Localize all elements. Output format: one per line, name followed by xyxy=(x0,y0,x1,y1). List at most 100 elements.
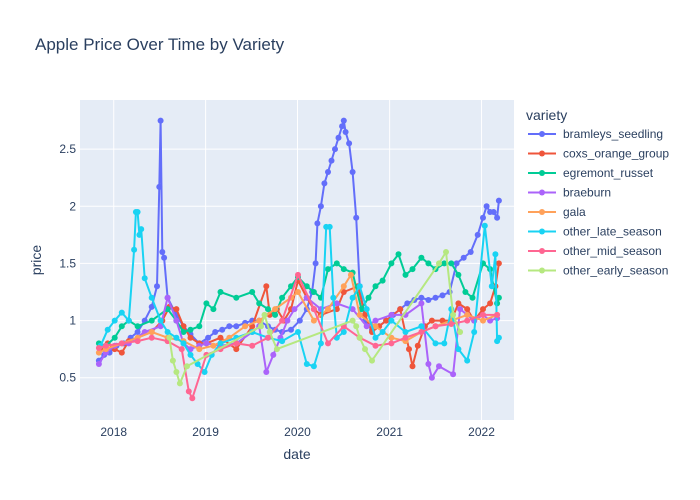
data-point xyxy=(494,214,501,221)
data-point xyxy=(358,306,365,313)
data-point xyxy=(404,300,411,307)
data-point xyxy=(102,342,109,349)
data-point xyxy=(332,146,338,153)
data-point xyxy=(265,306,271,313)
data-point xyxy=(494,311,501,318)
data-point xyxy=(455,271,462,278)
legend-label: braeburn xyxy=(563,186,611,200)
data-point xyxy=(317,203,324,210)
data-point xyxy=(161,254,168,261)
legend-item-braeburn[interactable]: braeburn xyxy=(528,186,611,200)
data-point xyxy=(418,329,425,335)
data-point xyxy=(455,346,462,353)
data-point xyxy=(428,317,435,324)
data-point xyxy=(425,361,432,367)
data-point xyxy=(340,329,347,335)
data-point xyxy=(414,342,421,349)
legend-item-gala[interactable]: gala xyxy=(528,205,586,219)
data-point xyxy=(310,363,317,370)
data-point xyxy=(363,306,370,313)
legend[interactable]: variety bramleys_seedling coxs_orange_gro… xyxy=(526,107,669,278)
data-point xyxy=(342,129,349,135)
data-point xyxy=(95,361,102,367)
data-point xyxy=(249,289,256,295)
data-point xyxy=(388,260,395,267)
data-point xyxy=(148,329,155,335)
data-point xyxy=(425,297,432,303)
data-point xyxy=(164,329,171,335)
data-point xyxy=(418,300,425,307)
data-point xyxy=(372,323,379,330)
data-point xyxy=(432,340,439,347)
data-point xyxy=(353,214,360,221)
data-point xyxy=(134,209,141,215)
data-point xyxy=(288,326,294,333)
legend-item-egremont_russet[interactable]: egremont_russet xyxy=(528,166,654,180)
data-point xyxy=(383,317,390,324)
legend-item-other_early_season[interactable]: other_early_season xyxy=(528,264,668,278)
data-point xyxy=(492,251,499,258)
data-point xyxy=(325,266,331,273)
data-point xyxy=(226,323,233,330)
data-point xyxy=(441,340,448,347)
data-point xyxy=(210,342,217,349)
data-point xyxy=(418,294,425,301)
data-point xyxy=(310,317,317,324)
data-point xyxy=(388,311,395,318)
data-point xyxy=(363,323,370,330)
data-point xyxy=(310,306,317,313)
data-point xyxy=(340,289,347,295)
x-tick-label: 2021 xyxy=(376,425,403,439)
legend-marker xyxy=(539,209,545,215)
data-point xyxy=(184,363,190,370)
data-point xyxy=(356,283,363,290)
data-point xyxy=(178,346,185,353)
data-point xyxy=(483,203,490,210)
data-point xyxy=(340,117,347,124)
data-point xyxy=(379,329,386,335)
y-axis-label: price xyxy=(28,245,44,276)
data-point xyxy=(362,311,368,318)
data-point xyxy=(325,306,331,313)
data-point xyxy=(141,275,148,282)
data-point xyxy=(464,317,471,324)
data-point xyxy=(402,271,409,278)
data-point xyxy=(480,311,486,318)
legend-item-other_late_season[interactable]: other_late_season xyxy=(528,225,662,239)
data-point xyxy=(291,306,298,313)
data-point xyxy=(295,329,301,335)
data-point xyxy=(349,294,356,301)
data-point xyxy=(362,346,368,353)
legend-title: variety xyxy=(526,107,567,123)
x-tick-label: 2020 xyxy=(284,425,311,439)
data-point xyxy=(441,260,448,267)
data-point xyxy=(187,326,194,333)
data-point xyxy=(330,294,337,301)
data-point xyxy=(455,300,462,307)
data-point xyxy=(432,323,439,330)
y-tick-label: 2.5 xyxy=(59,142,76,156)
legend-item-other_mid_season[interactable]: other_mid_season xyxy=(528,244,662,258)
legend-item-coxs_orange_group[interactable]: coxs_orange_group xyxy=(528,147,669,161)
data-point xyxy=(166,334,173,341)
data-point xyxy=(439,317,446,324)
data-point xyxy=(469,294,476,301)
legend-marker xyxy=(539,150,545,157)
legend-label: other_early_season xyxy=(563,264,668,278)
data-point xyxy=(312,260,319,267)
data-point xyxy=(118,309,125,316)
data-point xyxy=(388,340,395,347)
data-point xyxy=(464,357,471,364)
y-tick-label: 1 xyxy=(69,314,76,328)
data-point xyxy=(159,249,166,255)
data-point xyxy=(136,231,143,238)
data-point xyxy=(480,214,486,221)
legend-item-bramleys_seedling[interactable]: bramleys_seedling xyxy=(528,127,663,141)
data-point xyxy=(425,260,432,267)
data-point xyxy=(495,197,502,204)
data-point xyxy=(263,369,270,375)
data-point xyxy=(272,311,279,318)
data-point xyxy=(138,226,145,233)
data-point xyxy=(356,334,363,341)
data-point xyxy=(111,317,118,324)
